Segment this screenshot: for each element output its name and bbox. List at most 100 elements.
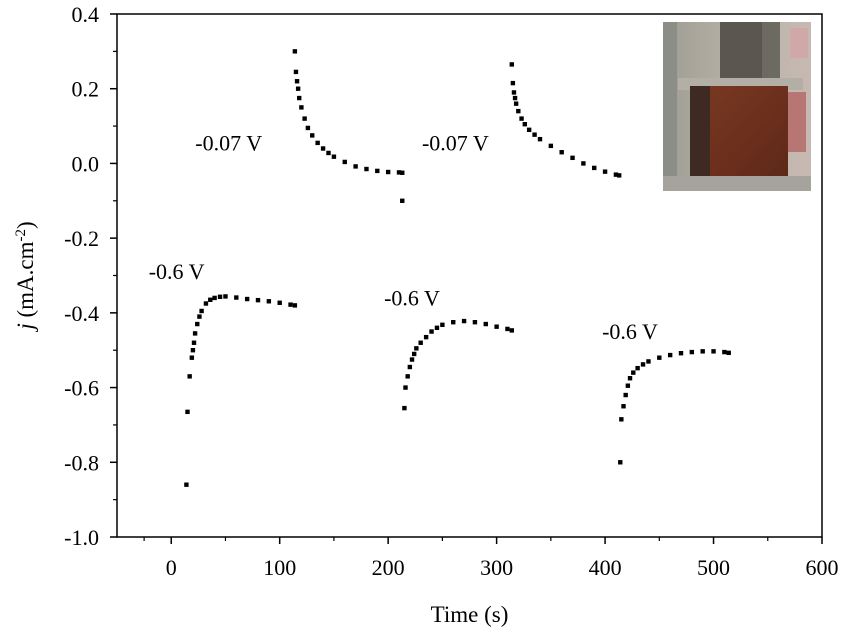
data-point: [400, 198, 405, 203]
y-axis-title: j (mA.cm-2): [13, 221, 38, 332]
data-point: [375, 168, 380, 174]
data-point: [293, 69, 299, 75]
data-point: [532, 132, 537, 137]
data-point: [537, 136, 543, 142]
data-point: [407, 364, 413, 370]
data-marks: [184, 49, 731, 487]
series-5: [509, 62, 622, 178]
series-6: [618, 349, 731, 465]
data-point: [187, 374, 192, 379]
data-point: [292, 303, 298, 308]
data-point: [217, 294, 223, 299]
data-point: [277, 300, 282, 305]
data-point: [266, 299, 272, 304]
data-point: [667, 352, 673, 358]
data-point: [616, 173, 622, 178]
data-point: [364, 166, 369, 172]
data-point: [625, 383, 631, 388]
data-point: [310, 133, 315, 138]
data-point: [423, 334, 429, 340]
y-axis-close: ): [13, 221, 38, 229]
series-4: [402, 318, 514, 411]
data-point: [418, 340, 423, 345]
data-point: [294, 79, 300, 84]
data-point: [353, 164, 358, 169]
inset-photo: [663, 22, 811, 191]
voltage-annotation: -0.6 V: [384, 285, 440, 310]
data-point: [405, 374, 410, 379]
data-point: [223, 294, 228, 299]
y-tick-label: -1.0: [64, 525, 99, 550]
data-point: [320, 146, 326, 151]
data-point: [414, 346, 419, 351]
data-point: [726, 350, 731, 356]
data-point: [511, 90, 517, 95]
data-point: [646, 359, 651, 364]
data-point: [678, 351, 684, 356]
data-point: [526, 127, 532, 133]
data-point: [403, 385, 408, 390]
data-point: [522, 122, 528, 127]
y-axis-unit: (mA.cm: [13, 241, 38, 323]
y-axis-exponent: -2: [13, 229, 29, 242]
data-point: [190, 348, 196, 353]
voltage-annotation: -0.07 V: [195, 130, 262, 155]
data-point: [505, 326, 510, 332]
data-point: [191, 340, 197, 345]
data-point: [494, 324, 499, 329]
x-tick-label: 100: [263, 555, 296, 580]
data-point: [212, 295, 217, 301]
data-point: [570, 155, 575, 161]
data-point: [635, 365, 640, 371]
data-point: [483, 321, 488, 327]
data-point: [461, 318, 467, 324]
data-point: [396, 170, 402, 175]
data-point: [302, 116, 307, 121]
data-point: [315, 140, 320, 146]
data-point: [621, 404, 626, 409]
data-point: [509, 328, 514, 333]
data-point: [627, 376, 633, 381]
x-axis-title: Time (s): [431, 602, 509, 627]
data-point: [192, 331, 198, 336]
y-axis-symbol: j: [13, 323, 38, 332]
data-point: [509, 62, 514, 67]
data-point: [640, 362, 646, 367]
data-point: [197, 314, 202, 319]
data-point: [189, 355, 195, 360]
data-point: [288, 302, 293, 307]
data-point: [581, 161, 586, 166]
data-point: [409, 357, 415, 362]
data-point: [244, 296, 250, 302]
data-point: [657, 355, 662, 360]
y-tick-label: -0.2: [64, 226, 99, 251]
data-point: [623, 392, 628, 398]
data-point: [292, 49, 298, 54]
data-point: [385, 169, 391, 175]
x-tick-label: 500: [697, 555, 730, 580]
x-tick-label: 0: [166, 555, 177, 580]
data-point: [519, 116, 524, 121]
data-point: [711, 349, 716, 354]
data-point: [592, 165, 597, 171]
voltage-annotation: -0.6 V: [149, 259, 205, 284]
y-tick-label: 0.0: [72, 151, 100, 176]
data-point: [402, 405, 407, 411]
data-point: [255, 297, 261, 303]
data-point: [434, 325, 440, 330]
annotations: -0.6 V -0.07 V -0.6 V -0.07 V -0.6 V: [149, 130, 658, 344]
data-point: [451, 319, 456, 325]
data-point: [516, 108, 521, 114]
data-point: [510, 80, 516, 86]
y-tick-label: 0.2: [72, 77, 100, 102]
y-tick-label: -0.6: [64, 376, 99, 401]
data-point: [619, 417, 624, 422]
data-point: [185, 409, 190, 415]
data-point: [472, 319, 478, 325]
y-tick-label: -0.8: [64, 450, 99, 475]
series-3: [400, 198, 405, 203]
data-point: [203, 301, 209, 306]
voltage-annotation: -0.07 V: [422, 130, 489, 155]
x-tick-label: 400: [589, 555, 622, 580]
